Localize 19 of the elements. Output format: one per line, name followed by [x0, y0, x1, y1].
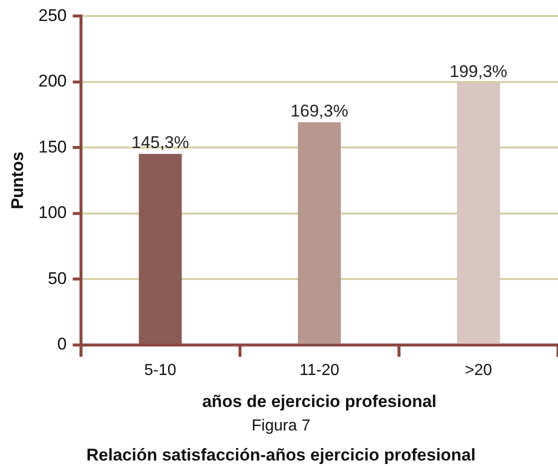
y-tick-label: 250: [38, 6, 67, 25]
data-label: 199,3%: [450, 62, 508, 82]
y-tick-label: 200: [38, 72, 67, 91]
x-tick-label: 11-20: [300, 362, 340, 379]
y-tick-label: 0: [57, 334, 67, 354]
y-tick-label: 50: [48, 268, 67, 288]
data-label: 169,3%: [290, 101, 348, 120]
text: Figura 7: [252, 417, 310, 434]
data-label: 145,3%: [131, 133, 190, 152]
y-tick-label: 150: [38, 137, 67, 156]
bar: [298, 122, 341, 344]
bar: [138, 154, 182, 344]
x-axis-title: años de ejercicio profesional: [202, 392, 437, 411]
y-tick-label: 100: [38, 203, 67, 222]
text: Relación satisfacción-años ejercicio profesional: [86, 445, 476, 464]
bar: [456, 82, 500, 344]
y-axis-title: Puntos: [8, 152, 27, 210]
x-tick-label: >20: [464, 362, 492, 379]
x-tick-label: 5-10: [144, 362, 176, 379]
